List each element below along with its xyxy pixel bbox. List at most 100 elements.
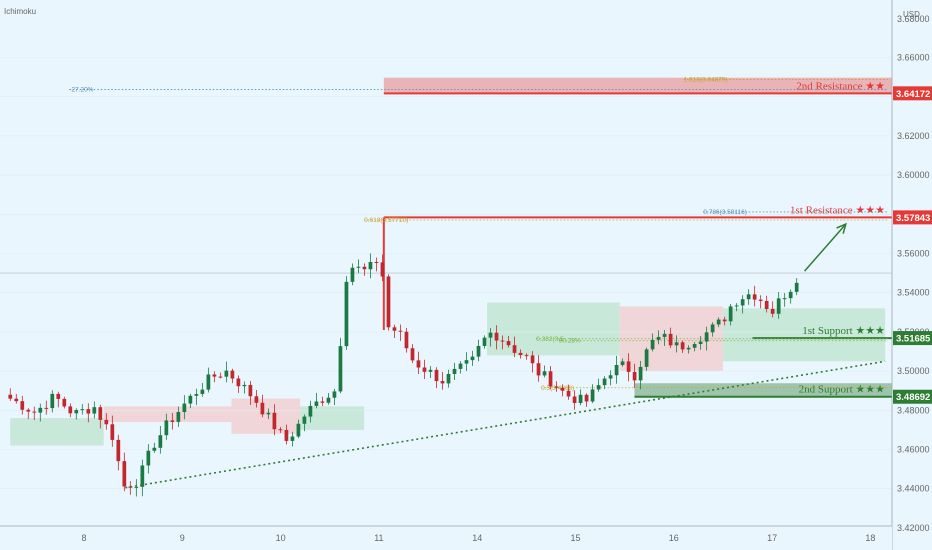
candle-body [536, 363, 541, 376]
level-label: 2nd Support ★★★ [799, 384, 886, 396]
candle-body [20, 401, 25, 410]
candle-body [230, 370, 235, 379]
candle-body [356, 266, 361, 268]
candle [362, 263, 367, 276]
candle-body [170, 420, 175, 422]
candle [758, 295, 763, 309]
candle [584, 393, 589, 407]
y-tick-label: 3.46000 [897, 445, 930, 455]
price-tag: 3.64172 [893, 86, 932, 101]
candle-body [260, 402, 265, 415]
candle-body [56, 393, 61, 399]
x-tick-label: 17 [767, 533, 777, 543]
candle-body [134, 486, 139, 488]
candle [680, 340, 685, 353]
candle [314, 392, 319, 409]
candle-body [614, 364, 619, 376]
candle-body [374, 262, 379, 264]
candle [482, 335, 487, 349]
candle-body [512, 345, 517, 353]
candle [164, 413, 169, 440]
candle-body [188, 395, 193, 404]
trendline [125, 360, 886, 489]
candle [722, 316, 727, 326]
candle [476, 339, 481, 362]
y-tick-label: 3.42000 [897, 523, 930, 533]
candle [710, 322, 715, 337]
price-axis-panel[interactable] [892, 0, 932, 550]
candle-body [314, 401, 319, 406]
candle [566, 384, 571, 400]
candle [734, 303, 739, 312]
candle-body [278, 429, 283, 431]
candle-body [44, 407, 49, 409]
candle-body [266, 412, 271, 415]
candle-body [428, 369, 433, 372]
candle-body [722, 319, 727, 322]
candle [110, 415, 115, 447]
candle-body [62, 398, 67, 407]
candle [674, 335, 679, 353]
price-tag-bg [893, 331, 932, 346]
indicator-label[interactable]: Ichimoku [4, 7, 36, 16]
currency-label[interactable]: USD [903, 10, 920, 19]
candle-body [758, 299, 763, 301]
candle-body [140, 465, 145, 487]
price-tag: 3.57843 [893, 210, 932, 225]
y-tick-label: 3.66000 [897, 53, 930, 63]
candle-body [560, 387, 565, 391]
candle-body [518, 352, 523, 356]
candle-body [470, 356, 475, 361]
x-tick-label: 14 [472, 533, 482, 543]
cloud-band [103, 406, 232, 423]
candle-body [236, 378, 241, 387]
candle-body [176, 412, 181, 422]
level-label: 1st Support ★★★ [802, 325, 885, 337]
candle [770, 301, 775, 318]
candle [356, 259, 361, 274]
y-tick-label: 3.68000 [897, 14, 930, 24]
candle [458, 361, 463, 374]
candle-body [692, 344, 697, 348]
candle [38, 403, 43, 422]
candle-body [26, 409, 31, 412]
candle-body [122, 461, 127, 487]
candle-body [584, 394, 589, 402]
candle [26, 408, 31, 420]
candle-body [440, 381, 445, 384]
candle-body [476, 345, 481, 357]
candle-body [644, 349, 649, 367]
y-tick-label: 3.62000 [897, 131, 930, 141]
candle-body [182, 403, 187, 413]
candle [374, 257, 379, 272]
candle-body [116, 439, 121, 462]
candle [530, 351, 535, 373]
candle [56, 391, 61, 408]
fib-label: 0.618(3.57710) [364, 217, 408, 224]
candle [686, 345, 691, 354]
candle-body [782, 298, 787, 300]
candle-body [290, 436, 295, 441]
candle-body [404, 331, 409, 349]
time-axis-panel[interactable] [0, 526, 892, 550]
x-tick-label: 10 [276, 533, 286, 543]
candle-body [638, 366, 643, 381]
candle [230, 368, 235, 384]
y-tick-label: 3.48000 [897, 405, 930, 415]
candle-body [308, 405, 313, 417]
x-tick-label: 9 [180, 533, 185, 543]
candle-body [380, 262, 385, 277]
candle-body [212, 374, 217, 377]
candle [98, 404, 103, 429]
candle [668, 327, 673, 349]
cloud-band [300, 406, 365, 430]
candle [746, 289, 751, 305]
candle [368, 253, 373, 279]
candle [104, 413, 109, 430]
candle [416, 351, 421, 374]
candle-body [548, 371, 553, 387]
candle [350, 263, 355, 286]
candle-body [650, 339, 655, 350]
candle [32, 406, 37, 420]
